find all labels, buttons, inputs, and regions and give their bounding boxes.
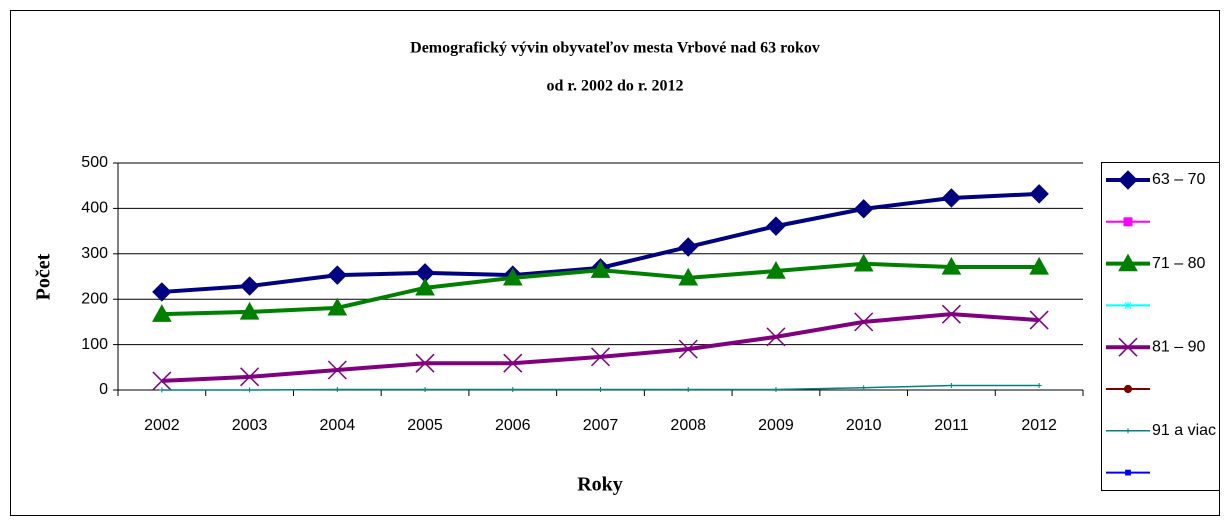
data-point	[1029, 184, 1049, 204]
data-point	[853, 199, 874, 219]
data-point	[1036, 382, 1042, 388]
legend-label: 63 – 70	[1152, 171, 1205, 188]
x-tick-label: 2011	[934, 417, 969, 434]
data-point	[327, 360, 347, 380]
data-point	[152, 282, 172, 302]
y-tick-label: 400	[81, 200, 108, 217]
x-tick-label: 2002	[144, 417, 180, 434]
data-point	[678, 237, 698, 257]
data-point	[152, 371, 172, 391]
data-point	[861, 385, 867, 391]
data-point	[247, 387, 253, 393]
data-point	[152, 304, 172, 322]
legend-marker	[1124, 301, 1132, 310]
y-tick-label: 500	[81, 154, 108, 171]
x-tick-label: 2005	[407, 417, 443, 434]
data-point	[240, 367, 260, 387]
data-point	[941, 188, 962, 208]
legend-label: 91 a viac	[1152, 422, 1216, 439]
legend-marker	[1125, 428, 1131, 434]
y-tick-label: 200	[81, 290, 108, 307]
data-point	[239, 276, 260, 296]
data-point	[415, 353, 435, 373]
legend-label: 81 – 90	[1152, 338, 1205, 355]
x-axis-label: Roky	[577, 474, 623, 496]
data-point	[766, 216, 786, 236]
x-tick-label: 2010	[846, 417, 882, 434]
y-axis-label: Počet	[33, 253, 55, 300]
data-point	[1029, 256, 1049, 275]
chart-title: od r. 2002 do r. 2012	[546, 78, 683, 95]
legend	[1101, 162, 1220, 491]
legend-marker	[1118, 253, 1138, 272]
data-point	[510, 387, 516, 393]
x-tick-label: 2009	[758, 417, 794, 434]
data-point	[327, 265, 348, 285]
data-point	[422, 387, 428, 393]
data-point	[415, 277, 435, 296]
chart-title: Demografický vývin obyvateľov mesta Vrbo…	[410, 40, 820, 57]
data-point	[766, 261, 786, 279]
data-point	[503, 353, 523, 373]
y-tick-label: 0	[99, 381, 108, 398]
x-tick-label: 2004	[320, 417, 356, 434]
legend-marker	[1123, 384, 1133, 394]
data-point	[1029, 310, 1049, 330]
x-tick-label: 2007	[583, 417, 619, 434]
data-point	[159, 387, 165, 393]
x-tick-label: 2003	[232, 417, 268, 434]
data-point	[590, 260, 611, 278]
data-point	[941, 256, 962, 275]
data-point	[502, 267, 523, 286]
x-tick-label: 2012	[1021, 417, 1057, 434]
data-point	[334, 387, 340, 393]
data-point	[678, 267, 699, 286]
y-tick-label: 300	[81, 245, 108, 262]
legend-marker	[1123, 217, 1133, 227]
data-point	[678, 339, 698, 359]
data-point	[941, 304, 961, 324]
data-point	[590, 347, 611, 367]
series-line	[161, 312, 1040, 383]
data-point	[327, 297, 348, 316]
data-point	[685, 387, 691, 393]
y-tick-label: 100	[81, 336, 108, 353]
data-point	[598, 387, 603, 393]
legend-marker	[1125, 469, 1131, 476]
data-point	[853, 253, 874, 272]
legend-marker	[1118, 337, 1138, 357]
x-tick-label: 2008	[670, 417, 706, 434]
legend-marker	[1118, 170, 1138, 190]
legend-label: 71 – 80	[1152, 255, 1205, 272]
data-point	[773, 387, 779, 393]
data-point	[948, 382, 954, 388]
data-point	[766, 327, 786, 347]
data-point	[239, 301, 260, 320]
x-tick-label: 2006	[495, 417, 531, 434]
data-point	[854, 312, 874, 332]
